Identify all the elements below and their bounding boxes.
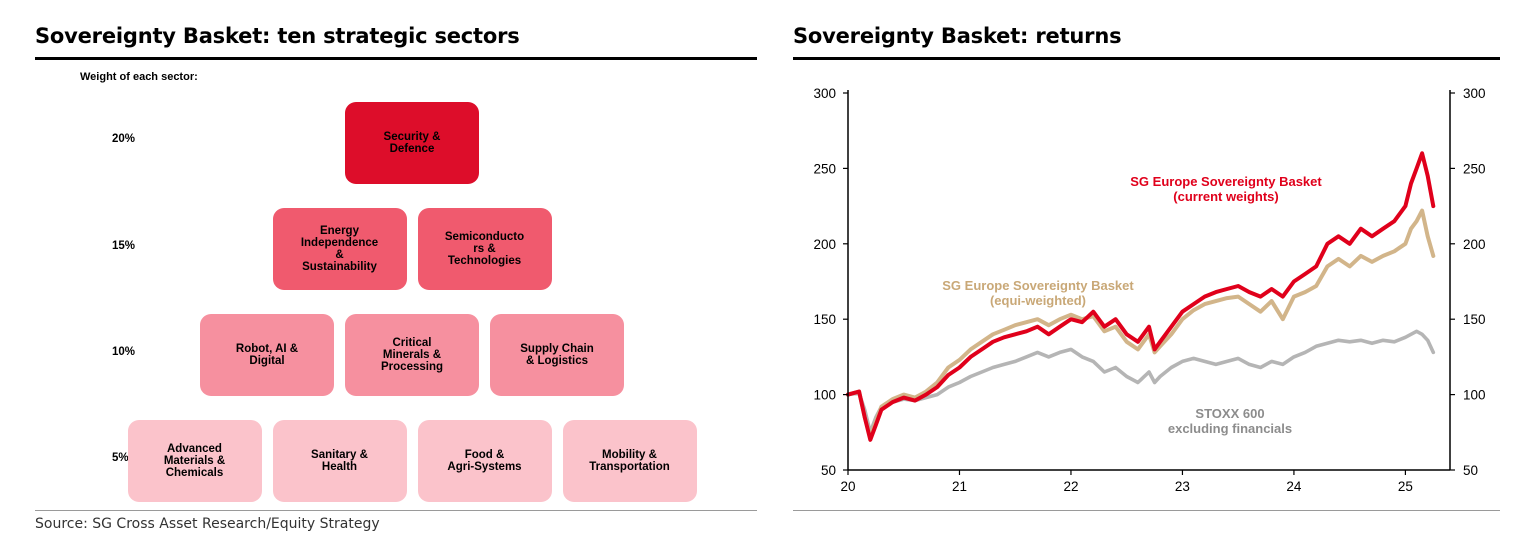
sector-label: Sanitary & Health — [311, 449, 368, 473]
labels-layer: SG Europe Sovereignty Basket (current wei… — [942, 174, 1322, 436]
sector-box: Supply Chain & Logistics — [490, 314, 624, 396]
sector-label: Supply Chain & Logistics — [520, 343, 594, 367]
sector-label: Food & Agri-Systems — [447, 449, 522, 473]
series-label-line: STOXX 600 — [1195, 406, 1264, 421]
sector-box: Security & Defence — [345, 102, 479, 184]
returns-panel-title: Sovereignty Basket: returns — [793, 24, 1122, 48]
lines-layer — [846, 151, 1436, 442]
x-tick-label: 24 — [1286, 479, 1302, 494]
series-label: STOXX 600 excluding financials — [1168, 406, 1292, 436]
axes-layer: 50 100 150 200 250 300 50 100 150 200 250 300 20 21 22… — [813, 86, 1485, 494]
sector-label: Critical Minerals & Processing — [381, 337, 443, 373]
sector-box: Food & Agri-Systems — [417, 420, 552, 502]
x-tick-label: 23 — [1175, 479, 1190, 494]
sector-box: Mobility & Transportation — [562, 420, 697, 502]
series-label-line: SG Europe Sovereignty Basket — [942, 278, 1134, 293]
y-tick-label-left: 250 — [813, 161, 836, 176]
series-label: SG Europe Sovereignty Basket (equi-weight… — [942, 278, 1134, 308]
sector-box: Critical Minerals & Processing — [345, 314, 479, 396]
series-label-line: (current weights) — [1173, 189, 1278, 204]
x-tick-label: 20 — [840, 479, 855, 494]
sector-label: Advanced Materials & Chemicals — [163, 443, 226, 479]
level-label-15: 15% — [112, 240, 136, 252]
y-tick-label-right: 150 — [1463, 312, 1486, 327]
sector-label: Energy Independence & Sustainability — [300, 225, 379, 273]
series-line — [846, 329, 1436, 435]
sectors-panel-title: Sovereignty Basket: ten strategic sector… — [35, 24, 520, 48]
series-label-line: (equi-weighted) — [990, 293, 1086, 308]
series-label: SG Europe Sovereignty Basket (current wei… — [1130, 174, 1322, 204]
y-tick-label-right: 200 — [1463, 237, 1486, 252]
y-tick-label-left: 300 — [813, 86, 836, 101]
sector-label: Robot, AI & Digital — [235, 343, 299, 367]
bottom-rule — [793, 510, 1500, 511]
level-label-20: 20% — [112, 133, 136, 145]
sector-label: Security & Defence — [383, 131, 441, 155]
title-rule — [35, 57, 757, 60]
y-tick-label-right: 50 — [1463, 463, 1478, 478]
sector-box: Sanitary & Health — [272, 420, 407, 502]
x-tick-label: 22 — [1063, 479, 1078, 494]
y-tick-label-left: 200 — [813, 237, 836, 252]
level-label-10: 10% — [112, 346, 136, 358]
sector-label: Mobility & Transportation — [589, 449, 670, 473]
series-label-line: excluding financials — [1168, 421, 1292, 436]
x-tick-label: 21 — [952, 479, 967, 494]
returns-chart: 50 100 150 200 250 300 50 100 150 200 250 300 20 21 22… — [813, 86, 1485, 494]
y-tick-label-right: 250 — [1463, 161, 1486, 176]
series-line — [846, 151, 1436, 442]
series-line — [846, 208, 1436, 439]
level-label-5: 5% — [112, 452, 129, 464]
y-tick-label-left: 100 — [813, 388, 836, 403]
sector-box: Advanced Materials & Chemicals — [127, 420, 262, 502]
title-rule — [793, 57, 1500, 60]
weight-header: Weight of each sector: — [80, 71, 198, 83]
bottom-rule — [35, 510, 757, 511]
sector-box: Semiconducto rs & Technologies — [417, 208, 552, 290]
sector-box: Robot, AI & Digital — [200, 314, 334, 396]
y-tick-label-left: 50 — [821, 463, 836, 478]
series-label-line: SG Europe Sovereignty Basket — [1130, 174, 1322, 189]
source-note: Source: SG Cross Asset Research/Equity S… — [35, 516, 380, 532]
y-tick-label-right: 100 — [1463, 388, 1486, 403]
y-tick-label-right: 300 — [1463, 86, 1486, 101]
y-tick-label-left: 150 — [813, 312, 836, 327]
x-tick-label: 25 — [1398, 479, 1413, 494]
sector-label: Semiconducto rs & Technologies — [444, 231, 525, 267]
sector-box: Energy Independence & Sustainability — [272, 208, 407, 290]
